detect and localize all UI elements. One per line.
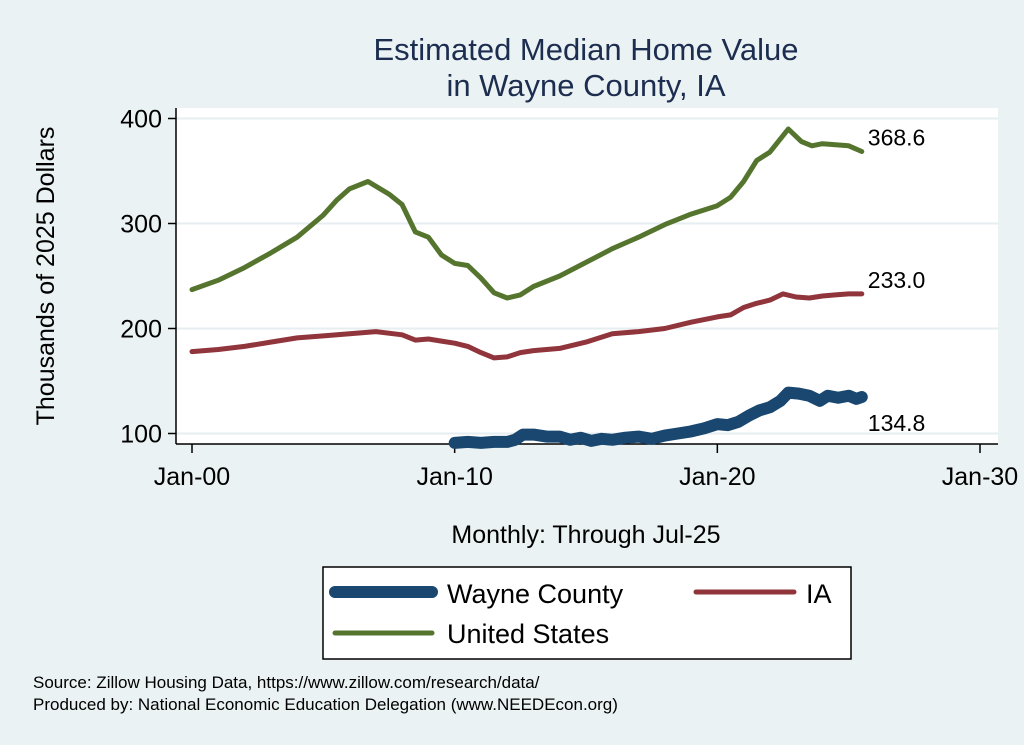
produced-by-note: Produced by: National Economic Education… xyxy=(33,695,618,714)
series-line-ia xyxy=(189,291,865,361)
legend-box xyxy=(322,566,852,660)
chart-title-line-1: Estimated Median Home Value xyxy=(373,32,798,67)
x-tick-label-jan-10: Jan-10 xyxy=(416,463,492,491)
y-tick-label-300: 300 xyxy=(120,211,162,239)
end-label-united-states: 368.6 xyxy=(868,124,926,150)
legend-label-ia: IA xyxy=(806,579,832,609)
x-tick-label-jan-20: Jan-20 xyxy=(679,463,755,491)
y-tick-label-400: 400 xyxy=(120,106,162,134)
plot-area xyxy=(176,108,998,444)
legend: Wayne County IA United States xyxy=(322,566,852,660)
legend-label-united-states: United States xyxy=(447,619,609,649)
series-line-wayne-county xyxy=(448,386,868,449)
end-label-wayne-county: 134.8 xyxy=(868,410,926,436)
axes: 100 200 300 400 Jan-00 Jan-10 Jan-20 Jan-30 xyxy=(120,106,1018,492)
y-tick-label-100: 100 xyxy=(120,421,162,449)
chart-title-line-2: in Wayne County, IA xyxy=(446,68,725,103)
end-labels: 134.8 233.0 368.6 xyxy=(868,124,926,435)
source-note: Source: Zillow Housing Data, https://www… xyxy=(33,673,540,692)
x-tick-label-jan-30: Jan-30 xyxy=(942,463,1018,491)
x-tick-label-jan-00: Jan-00 xyxy=(154,463,230,491)
y-tick-label-200: 200 xyxy=(120,316,162,344)
end-label-ia: 233.0 xyxy=(868,267,926,293)
series-line-united-states xyxy=(189,126,865,301)
y-axis-label: Thousands of 2025 Dollars xyxy=(32,127,60,426)
series-group xyxy=(189,126,868,449)
x-axis-label: Monthly: Through Jul-25 xyxy=(451,521,720,549)
legend-label-wayne-county: Wayne County xyxy=(447,579,624,609)
